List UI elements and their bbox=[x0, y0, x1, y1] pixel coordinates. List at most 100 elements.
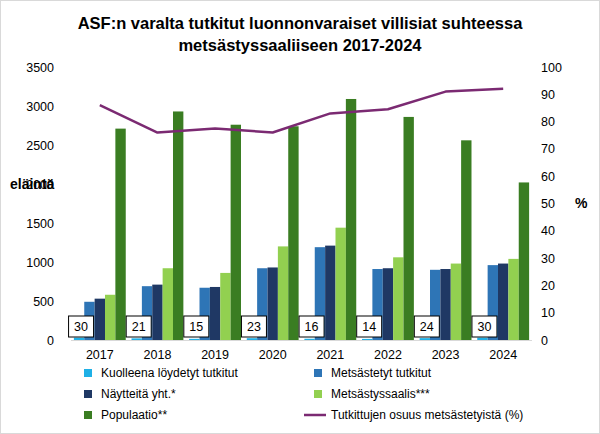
y2-tick-label: 100 bbox=[541, 61, 562, 75]
y2-tick-label: 80 bbox=[541, 115, 555, 129]
data-label-box bbox=[357, 316, 382, 337]
y2-tick-label: 50 bbox=[541, 197, 555, 211]
x-tick-label: 2022 bbox=[374, 348, 402, 362]
line bbox=[100, 89, 503, 133]
y2-tick bbox=[532, 340, 535, 341]
data-label: 15 bbox=[189, 320, 203, 334]
marks bbox=[74, 89, 529, 340]
y2-tick bbox=[532, 94, 535, 95]
bar bbox=[173, 111, 183, 340]
legend-label: Metsästetyt tutkitut bbox=[331, 366, 432, 380]
data-label: 14 bbox=[362, 320, 376, 334]
data-label-box bbox=[472, 316, 497, 337]
bar bbox=[163, 268, 173, 340]
legend-swatch bbox=[84, 411, 92, 419]
legend-swatch bbox=[84, 369, 92, 377]
bar bbox=[268, 267, 278, 340]
x-tick-label: 2017 bbox=[86, 348, 114, 362]
y2-tick bbox=[532, 203, 535, 204]
y-tick bbox=[68, 106, 71, 107]
legend-swatch bbox=[314, 369, 322, 377]
legend-item: Metsästetyt tutkitut bbox=[314, 366, 432, 380]
legend-item: Metsästyssaalis*** bbox=[314, 387, 430, 401]
chart-frame bbox=[1, 1, 600, 434]
bar bbox=[95, 299, 105, 340]
y-tick-label: 2500 bbox=[26, 139, 54, 153]
y2-tick bbox=[532, 176, 535, 177]
legend-swatch bbox=[314, 390, 322, 398]
y-tick-label: 1000 bbox=[26, 256, 54, 270]
data-label-box bbox=[126, 316, 151, 337]
y2-tick bbox=[532, 258, 535, 259]
bar bbox=[189, 339, 199, 340]
y2-tick bbox=[532, 121, 535, 122]
bar bbox=[508, 259, 518, 340]
chart-container: ASF:n varalta tutkitut luonnonvaraiset v… bbox=[0, 0, 600, 434]
bar bbox=[498, 264, 508, 340]
y2-tick-label: 30 bbox=[541, 252, 555, 266]
y2-axis-label: % bbox=[575, 195, 588, 211]
legend-swatch bbox=[84, 390, 92, 398]
bar bbox=[477, 338, 487, 340]
legend-label: Populaatio** bbox=[101, 408, 167, 422]
y-tick bbox=[68, 340, 71, 341]
bar bbox=[74, 338, 84, 340]
data-label: 23 bbox=[247, 320, 261, 334]
y-tick bbox=[68, 145, 71, 146]
y-axis-label: eläintä bbox=[10, 176, 55, 192]
y2-tick bbox=[532, 230, 535, 231]
y2-tick-label: 60 bbox=[541, 170, 555, 184]
legend-item: Kuolleena löydetyt tutkitut bbox=[84, 366, 238, 380]
bar bbox=[115, 129, 125, 340]
bar bbox=[403, 117, 413, 340]
data-label-box bbox=[414, 316, 439, 337]
bar bbox=[288, 126, 298, 340]
bar bbox=[220, 273, 230, 340]
legend-label: Kuolleena löydetyt tutkitut bbox=[101, 366, 238, 380]
data-label: 30 bbox=[477, 320, 491, 334]
y2-tick-label: 0 bbox=[541, 334, 548, 348]
bar bbox=[152, 285, 162, 340]
bar bbox=[346, 99, 356, 340]
x-axis-line bbox=[71, 340, 532, 341]
x-tick-label: 2020 bbox=[259, 348, 287, 362]
data-label-box bbox=[241, 316, 266, 337]
legend-label: Tutkittujen osuus metsästetyistä (%) bbox=[331, 408, 523, 422]
y2-tick-label: 10 bbox=[541, 306, 555, 320]
bar bbox=[105, 295, 115, 340]
bar bbox=[440, 269, 450, 340]
x-tick-label: 2019 bbox=[201, 348, 229, 362]
y2-tick-label: 70 bbox=[541, 142, 555, 156]
bar bbox=[461, 140, 471, 340]
y2-tick-label: 90 bbox=[541, 88, 555, 102]
legend-item: Tutkittujen osuus metsästetyistä (%) bbox=[304, 408, 523, 422]
title-line: metsästyssaaliiseen 2017-2024 bbox=[178, 36, 422, 54]
data-label-box bbox=[69, 316, 94, 337]
y-tick-label: 3000 bbox=[26, 100, 54, 114]
title: ASF:n varalta tutkitut luonnonvaraiset v… bbox=[78, 14, 524, 54]
data-label-box bbox=[184, 316, 209, 337]
y-tick-label: 500 bbox=[33, 295, 54, 309]
y-tick bbox=[68, 262, 71, 263]
y-tick bbox=[68, 67, 71, 68]
bar bbox=[210, 287, 220, 340]
y2-tick bbox=[532, 67, 535, 68]
legend-label: Metsästyssaalis*** bbox=[331, 387, 430, 401]
data-label: 30 bbox=[74, 320, 88, 334]
bar bbox=[519, 182, 529, 340]
data-label: 16 bbox=[305, 320, 319, 334]
y2-tick bbox=[532, 285, 535, 286]
x-tick-label: 2023 bbox=[432, 348, 460, 362]
y-tick-label: 0 bbox=[47, 334, 54, 348]
legend-item: Populaatio** bbox=[84, 408, 167, 422]
y-tick bbox=[68, 223, 71, 224]
chart-svg: ASF:n varalta tutkitut luonnonvaraiset v… bbox=[0, 0, 600, 434]
legend-label: Näytteitä yht.* bbox=[101, 387, 176, 401]
y-tick-label: 1500 bbox=[26, 217, 54, 231]
x-tick-label: 2018 bbox=[144, 348, 172, 362]
title-line: ASF:n varalta tutkitut luonnonvaraiset v… bbox=[78, 14, 524, 32]
bar bbox=[335, 228, 345, 340]
bar bbox=[383, 268, 393, 340]
y-tick-label: 3500 bbox=[26, 61, 54, 75]
bar bbox=[132, 338, 142, 340]
